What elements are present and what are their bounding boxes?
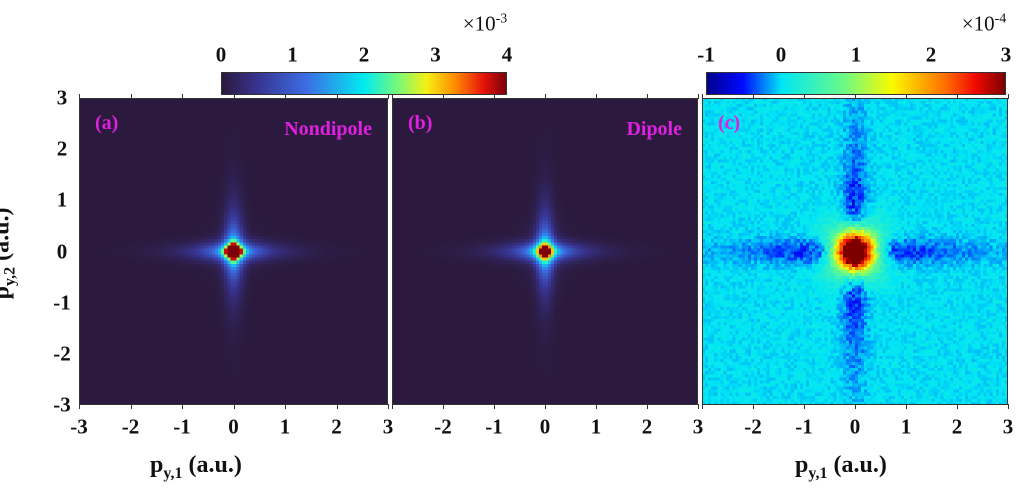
heatmap-c bbox=[702, 98, 1008, 405]
x-tick-mark bbox=[545, 404, 546, 409]
x-tick-mark bbox=[753, 94, 754, 99]
panel-label-c: (c) bbox=[718, 112, 741, 134]
x-tick-mark bbox=[957, 404, 958, 409]
x-tick-label: 1 bbox=[590, 414, 602, 439]
x-tick-mark bbox=[647, 404, 648, 409]
x-tick-mark bbox=[336, 94, 338, 99]
x-tick-label: 2 bbox=[331, 414, 342, 439]
x-tick-label: 0 bbox=[849, 414, 861, 439]
x-tick-mark bbox=[130, 404, 132, 409]
x-tick-mark bbox=[804, 94, 805, 99]
x-tick-mark bbox=[702, 94, 703, 99]
x-tick-label: 3 bbox=[1002, 414, 1014, 439]
x-tick-label: -2 bbox=[744, 414, 762, 439]
x-tick-mark bbox=[906, 94, 907, 99]
x-tick-mark bbox=[494, 94, 495, 99]
y-tick-label: 3 bbox=[56, 85, 68, 110]
x-tick-mark bbox=[647, 94, 648, 99]
colorbar-tick-label: 2 bbox=[925, 42, 937, 67]
y-tick-label: -3 bbox=[53, 392, 71, 417]
colorbar-tick-label: -1 bbox=[697, 42, 715, 67]
x-tick-mark bbox=[698, 94, 699, 99]
x-tick-mark bbox=[443, 404, 444, 409]
x-tick-mark bbox=[130, 94, 132, 99]
x-tick-mark bbox=[855, 94, 856, 99]
x-tick-mark bbox=[285, 404, 286, 409]
x-tick-label: 1 bbox=[900, 414, 912, 439]
panel-frame-b bbox=[392, 98, 698, 405]
panel-annotation-b: Dipole bbox=[626, 118, 682, 140]
colorbar-tick-label: 2 bbox=[358, 42, 370, 67]
colorbar-tick-label: 0 bbox=[215, 42, 227, 67]
colorbar-tick-label: 0 bbox=[775, 42, 787, 67]
colorbar-tick-label: 1 bbox=[850, 42, 862, 67]
colorbar-tick-label: 1 bbox=[287, 42, 298, 67]
panel-annotation-a: Nondipole bbox=[284, 118, 372, 140]
colorbar-exponent: ×10-3 bbox=[462, 11, 508, 36]
x-tick-label: 0 bbox=[539, 414, 551, 439]
x-tick-mark bbox=[233, 404, 235, 409]
heatmap-a bbox=[79, 98, 388, 405]
colorbar-exponent: ×10-4 bbox=[961, 11, 1007, 36]
x-tick-label: 2 bbox=[951, 414, 963, 439]
x-tick-mark bbox=[906, 404, 907, 409]
x-tick-mark bbox=[804, 404, 805, 409]
x-tick-mark bbox=[443, 94, 444, 99]
x-tick-mark bbox=[545, 94, 546, 99]
x-tick-mark bbox=[1008, 94, 1009, 99]
y-tick-label: 2 bbox=[56, 136, 68, 161]
x-tick-label: 2 bbox=[641, 414, 653, 439]
y-tick-label: -2 bbox=[53, 341, 71, 366]
x-tick-label: 1 bbox=[279, 414, 291, 439]
panel-frame-a bbox=[79, 98, 388, 405]
x-axis-label-a: py,1 (a.u.) bbox=[150, 452, 242, 482]
heatmap-b bbox=[392, 98, 698, 405]
x-axis-label-c: py,1 (a.u.) bbox=[795, 452, 887, 482]
x-tick-mark bbox=[182, 94, 183, 99]
x-tick-mark bbox=[388, 94, 389, 99]
x-tick-label: -1 bbox=[173, 414, 191, 439]
x-tick-mark bbox=[753, 404, 754, 409]
x-tick-mark bbox=[388, 404, 389, 409]
x-tick-mark bbox=[596, 404, 597, 409]
x-tick-mark bbox=[702, 404, 703, 409]
x-tick-mark bbox=[392, 404, 393, 409]
y-tick-label: -1 bbox=[53, 290, 71, 315]
x-tick-label: -2 bbox=[121, 414, 140, 439]
x-tick-mark bbox=[336, 404, 338, 409]
x-tick-label: 3 bbox=[692, 414, 704, 439]
panel-frame-c bbox=[702, 98, 1008, 405]
x-tick-mark bbox=[79, 404, 80, 409]
colorbar-tick-label: 3 bbox=[430, 42, 441, 67]
x-tick-mark bbox=[182, 404, 183, 409]
colorbar-tick-label: 4 bbox=[501, 42, 513, 67]
x-tick-mark bbox=[957, 94, 958, 99]
panel-label-b: (b) bbox=[408, 112, 433, 134]
x-tick-label: -3 bbox=[70, 414, 88, 439]
panel-label-a: (a) bbox=[95, 112, 119, 134]
y-tick-label: 1 bbox=[56, 187, 68, 212]
colorbar-2 bbox=[706, 72, 1006, 95]
y-axis-label: py,2 (a.u.) bbox=[0, 207, 19, 299]
x-tick-label: 0 bbox=[228, 414, 239, 439]
x-tick-mark bbox=[596, 94, 597, 99]
x-tick-mark bbox=[855, 404, 856, 409]
x-tick-mark bbox=[494, 404, 495, 409]
colorbar-1 bbox=[221, 72, 507, 95]
x-tick-label: 3 bbox=[382, 414, 394, 439]
x-tick-mark bbox=[233, 94, 235, 99]
x-tick-mark bbox=[1008, 404, 1009, 409]
colorbar-tick-label: 3 bbox=[1000, 42, 1012, 67]
x-tick-mark bbox=[698, 404, 699, 409]
x-tick-label: -2 bbox=[434, 414, 452, 439]
y-tick-label: 0 bbox=[56, 239, 68, 263]
x-tick-mark bbox=[392, 94, 393, 99]
x-tick-label: -1 bbox=[795, 414, 813, 439]
x-tick-mark bbox=[79, 94, 80, 99]
x-tick-mark bbox=[285, 94, 286, 99]
x-tick-label: -1 bbox=[485, 414, 503, 439]
